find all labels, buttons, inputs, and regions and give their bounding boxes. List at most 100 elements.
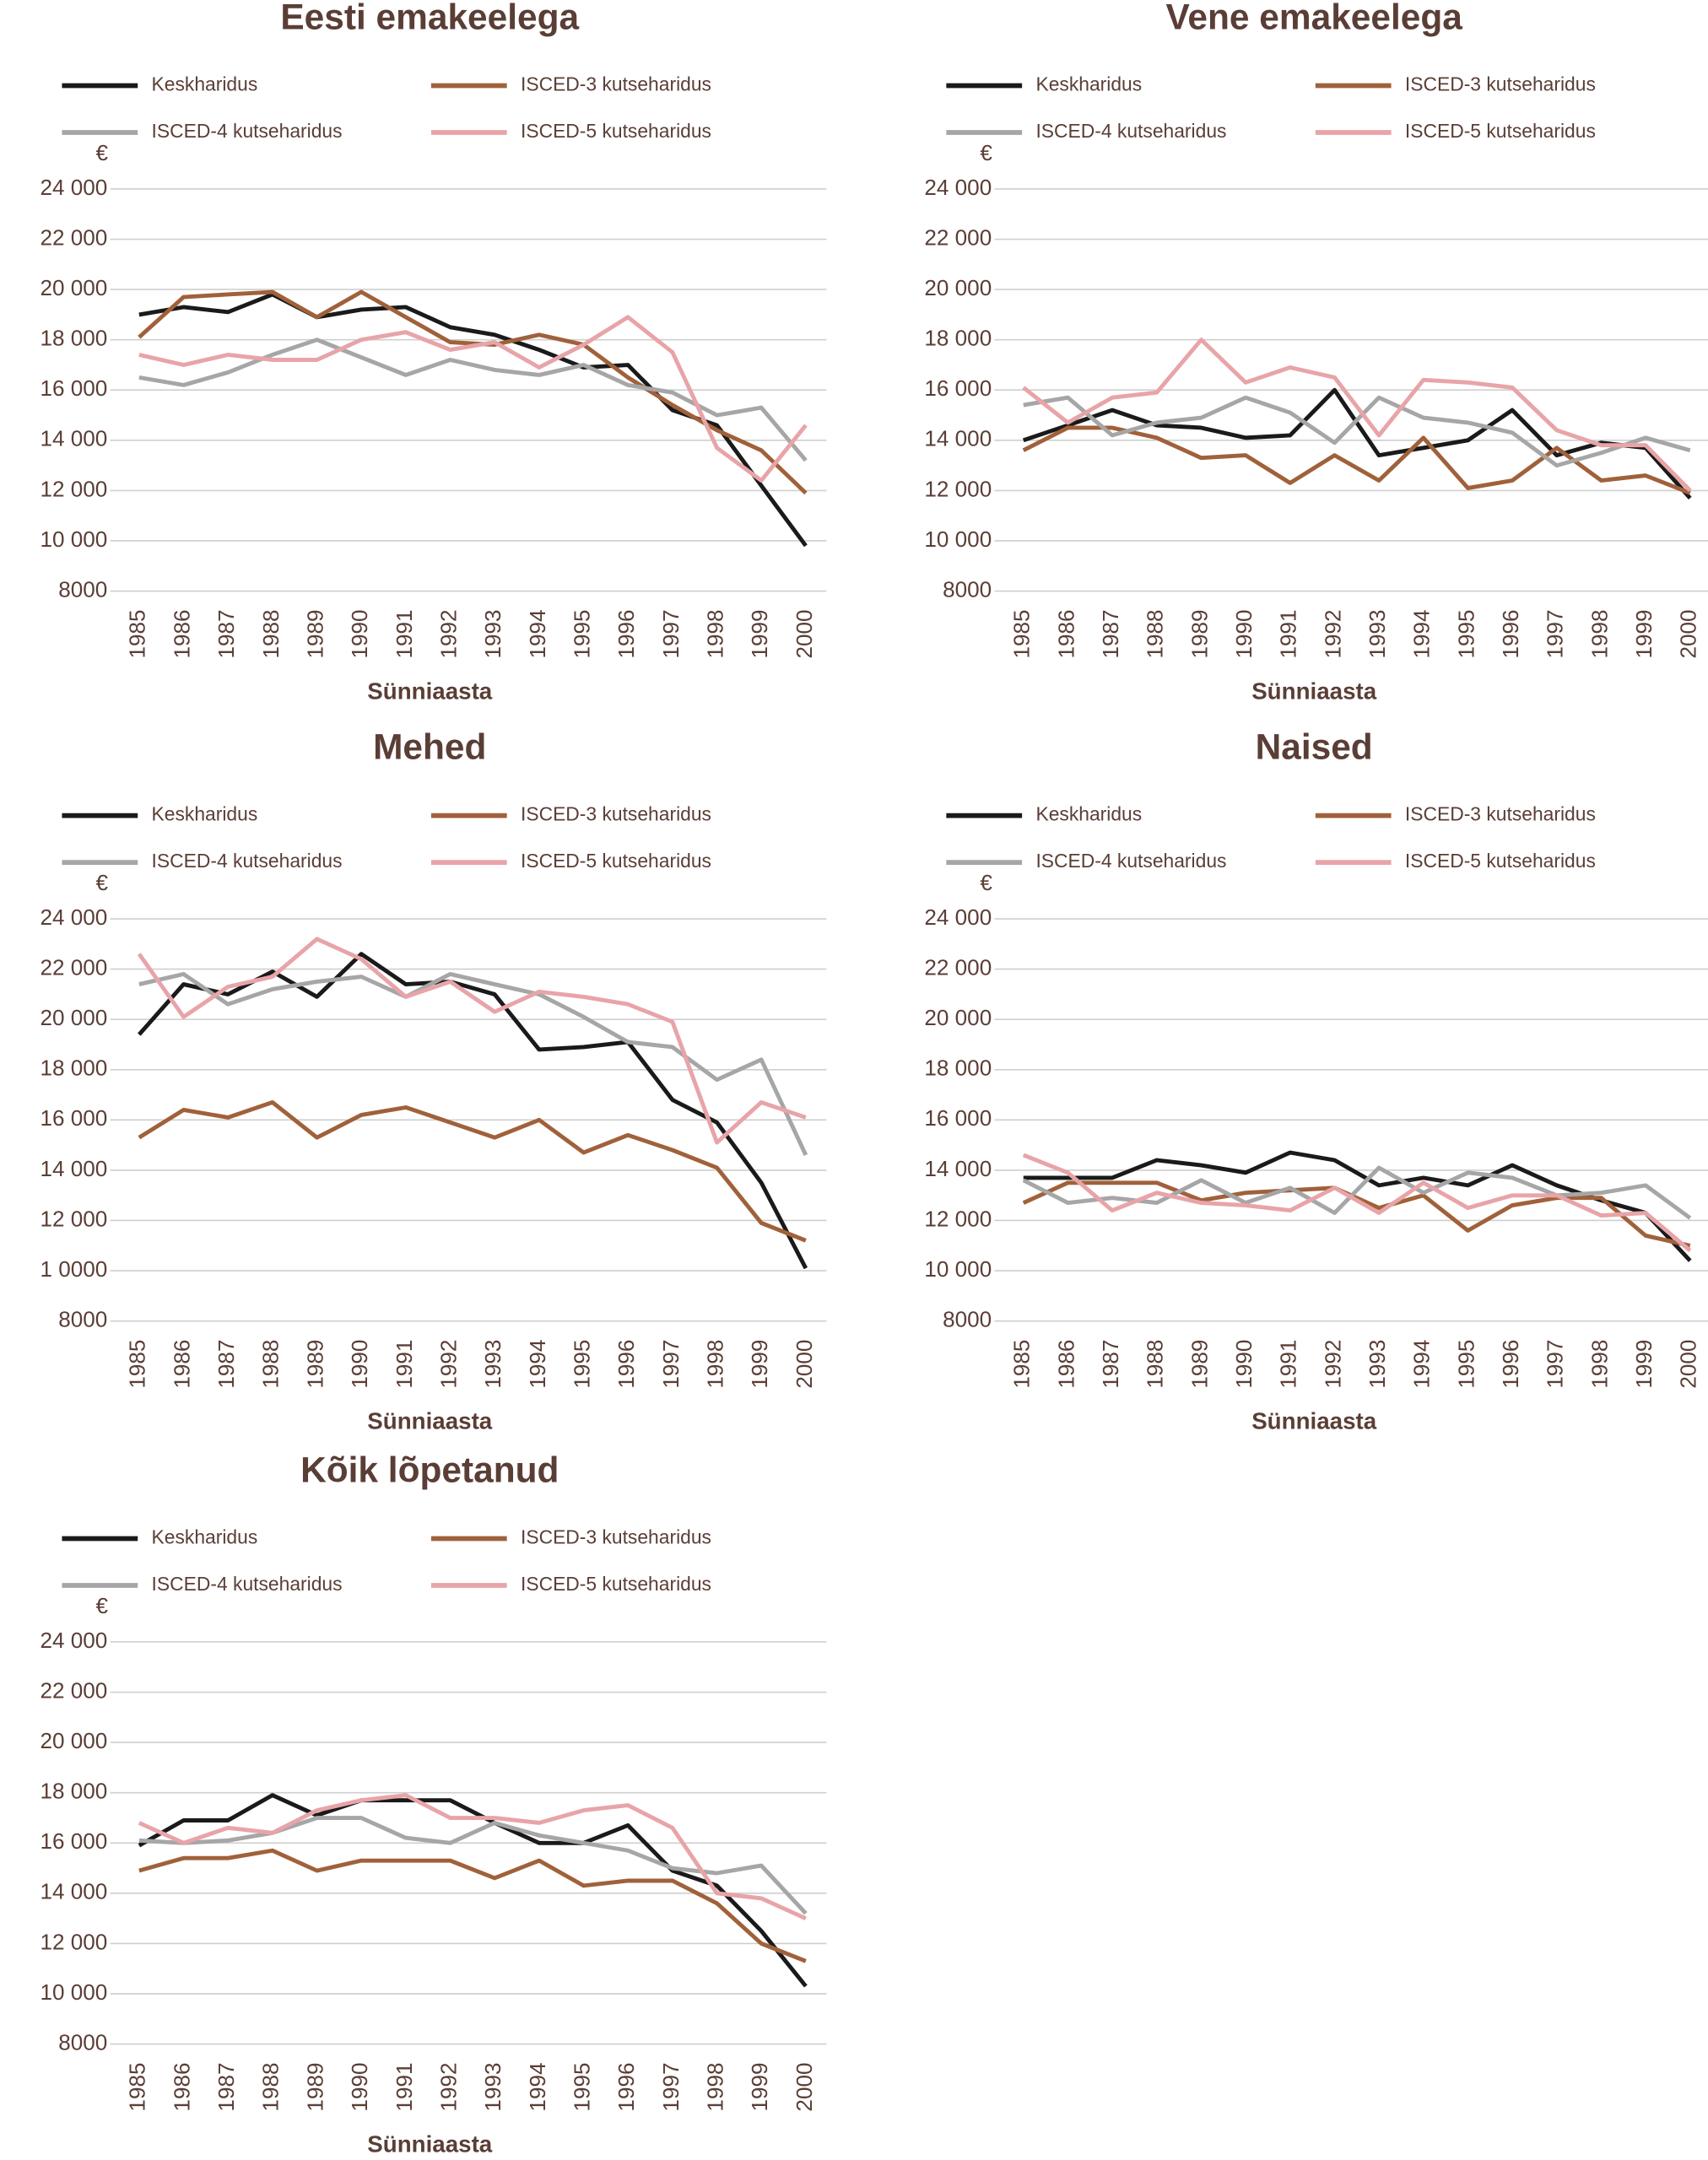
x-tick-label: 1998 xyxy=(1586,1340,1612,1389)
x-tick-label: 1992 xyxy=(1320,609,1345,658)
x-tick-label: 1993 xyxy=(480,2062,505,2111)
legend-label: Keskharidus xyxy=(1035,803,1142,825)
legend-label: ISCED-5 kutseharidus xyxy=(521,850,711,872)
series-line xyxy=(138,1099,807,1243)
x-tick-label: 2000 xyxy=(1676,1340,1701,1389)
x-tick-label: 1989 xyxy=(302,2062,327,2111)
legend-label: ISCED-3 kutseharidus xyxy=(1405,803,1596,825)
y-tick-label: 22 000 xyxy=(924,954,992,980)
x-tick-label: 1995 xyxy=(569,2062,594,2111)
y-tick-label: 14 000 xyxy=(40,426,107,451)
y-tick-label: 8000 xyxy=(943,576,992,602)
x-tick-label: 1990 xyxy=(347,609,372,658)
y-tick-label: 18 000 xyxy=(924,326,992,351)
y-tick-label: 12 000 xyxy=(40,1929,107,1954)
x-tick-label: 1990 xyxy=(1231,609,1257,658)
y-tick-label: 16 000 xyxy=(924,1105,992,1131)
y-tick-label: 1 0000 xyxy=(40,1256,107,1282)
y-tick-label: 20 000 xyxy=(924,275,992,300)
legend-label: ISCED-3 kutseharidus xyxy=(521,73,711,95)
x-tick-label: 1996 xyxy=(613,2062,639,2111)
x-tick-label: 1986 xyxy=(1053,1340,1078,1389)
x-tick-label: 1985 xyxy=(125,1340,150,1389)
y-tick-label: 24 000 xyxy=(40,904,107,930)
series-line xyxy=(1022,425,1691,495)
legend-label: Keskharidus xyxy=(152,1526,258,1548)
x-tick-label: 1997 xyxy=(1543,1340,1568,1389)
chart-title: Naised xyxy=(1256,726,1373,766)
y-tick-label: 10 000 xyxy=(924,526,992,552)
legend-label: ISCED-5 kutseharidus xyxy=(521,120,711,142)
y-axis-label: € xyxy=(96,870,109,895)
x-tick-label: 1995 xyxy=(569,1340,594,1389)
x-axis-label: Sünniaasta xyxy=(367,1408,493,1434)
x-tick-label: 1989 xyxy=(1186,1340,1212,1389)
x-tick-label: 1990 xyxy=(1231,1340,1257,1389)
y-tick-label: 20 000 xyxy=(40,1728,107,1753)
x-tick-label: 1996 xyxy=(1498,1340,1523,1389)
y-tick-label: 22 000 xyxy=(40,1677,107,1703)
x-tick-label: 1995 xyxy=(1453,609,1478,658)
x-tick-label: 1985 xyxy=(1009,1340,1035,1389)
legend-label: Keskharidus xyxy=(152,803,258,825)
x-tick-label: 1985 xyxy=(125,2062,150,2111)
y-tick-label: 16 000 xyxy=(40,375,107,401)
y-tick-label: 24 000 xyxy=(40,1628,107,1653)
x-tick-label: 2000 xyxy=(1676,609,1701,658)
y-tick-label: 12 000 xyxy=(924,476,992,501)
legend-label: ISCED-4 kutseharidus xyxy=(1035,120,1226,142)
x-tick-label: 1995 xyxy=(569,609,594,658)
legend-label: ISCED-4 kutseharidus xyxy=(152,850,343,872)
x-tick-label: 1991 xyxy=(392,609,417,658)
x-tick-label: 1998 xyxy=(702,2062,727,2111)
series-line xyxy=(1022,1153,1692,1253)
x-tick-label: 1991 xyxy=(392,1340,417,1389)
y-tick-label: 8000 xyxy=(58,1307,107,1332)
y-axis-label: € xyxy=(980,870,992,895)
chart-title: Kõik lõpetanud xyxy=(300,1450,559,1489)
x-tick-label: 1985 xyxy=(1009,609,1035,658)
x-tick-label: 1986 xyxy=(1053,609,1078,658)
x-tick-label: 1994 xyxy=(525,609,550,658)
chart-title: Mehed xyxy=(373,726,486,766)
x-tick-label: 1997 xyxy=(658,609,684,658)
y-tick-label: 18 000 xyxy=(40,1779,107,1804)
x-tick-label: 1994 xyxy=(1409,609,1435,658)
x-tick-label: 1988 xyxy=(258,2062,284,2111)
x-tick-label: 1991 xyxy=(392,2062,417,2111)
legend-label: ISCED-3 kutseharidus xyxy=(521,1526,711,1548)
y-tick-label: 20 000 xyxy=(40,1005,107,1030)
legend-label: Keskharidus xyxy=(152,73,258,95)
x-tick-label: 1997 xyxy=(658,1340,684,1389)
x-tick-label: 1994 xyxy=(525,2062,550,2111)
x-tick-label: 1987 xyxy=(214,609,239,658)
y-tick-label: 16 000 xyxy=(40,1828,107,1854)
x-tick-label: 1986 xyxy=(169,1340,194,1389)
x-tick-label: 1995 xyxy=(1453,1340,1478,1389)
series-line xyxy=(1022,338,1692,493)
x-tick-label: 1998 xyxy=(1586,609,1612,658)
chart-title: Vene emakeelega xyxy=(1165,0,1462,36)
legend-label: ISCED-5 kutseharidus xyxy=(521,1573,711,1595)
y-tick-label: 10 000 xyxy=(924,1256,992,1282)
series-line xyxy=(1022,1180,1691,1248)
series-line xyxy=(138,1793,807,1920)
y-tick-label: 18 000 xyxy=(40,326,107,351)
x-tick-label: 1991 xyxy=(1276,1340,1301,1389)
x-tick-label: 1993 xyxy=(480,1340,505,1389)
x-tick-label: 1987 xyxy=(1098,1340,1123,1389)
x-tick-label: 1988 xyxy=(258,609,284,658)
x-tick-label: 1994 xyxy=(525,1340,550,1389)
legend-label: ISCED-4 kutseharidus xyxy=(1035,850,1226,872)
y-tick-label: 18 000 xyxy=(40,1056,107,1081)
y-tick-label: 14 000 xyxy=(40,1879,107,1904)
x-tick-label: 1997 xyxy=(1543,609,1568,658)
x-tick-label: 1999 xyxy=(1631,1340,1657,1389)
x-tick-label: 1989 xyxy=(302,609,327,658)
legend-label: ISCED-4 kutseharidus xyxy=(152,120,343,142)
legend-label: Keskharidus xyxy=(1035,73,1142,95)
y-tick-label: 14 000 xyxy=(40,1156,107,1181)
x-tick-label: 1993 xyxy=(480,609,505,658)
y-tick-label: 16 000 xyxy=(40,1105,107,1131)
